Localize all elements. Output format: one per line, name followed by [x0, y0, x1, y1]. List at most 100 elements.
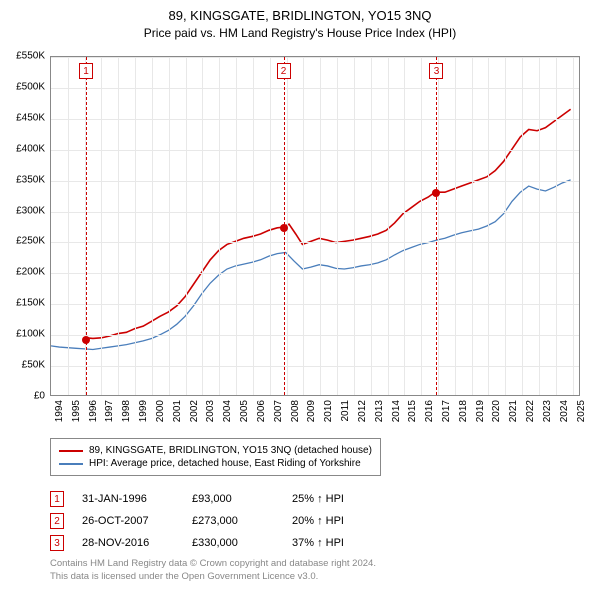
chart-plot-area: 1 2 3 — [50, 56, 580, 396]
y-axis-label: £350K — [16, 174, 45, 185]
sale-diff-3: 37% ↑ HPI — [292, 537, 412, 549]
legend-label-subject: 89, KINGSGATE, BRIDLINGTON, YO15 3NQ (de… — [89, 445, 372, 456]
x-axis-label: 2019 — [475, 400, 486, 422]
gridline-h — [51, 273, 579, 274]
legend-item-hpi: HPI: Average price, detached house, East… — [59, 458, 372, 469]
y-axis-label: £550K — [16, 51, 45, 62]
x-axis-label: 2012 — [357, 400, 368, 422]
gridline-v — [573, 57, 574, 395]
gridline-v — [472, 57, 473, 395]
x-axis-label: 2006 — [256, 400, 267, 422]
x-axis-label: 1998 — [121, 400, 132, 422]
y-axis-label: £200K — [16, 267, 45, 278]
x-axis-label: 2013 — [374, 400, 385, 422]
gridline-v — [68, 57, 69, 395]
x-axis-label: 1997 — [104, 400, 115, 422]
sale-price-2: £273,000 — [192, 515, 292, 527]
gridline-h — [51, 181, 579, 182]
sales-table: 1 31-JAN-1996 £93,000 25% ↑ HPI 2 26-OCT… — [50, 488, 412, 554]
sale-dot-icon — [432, 189, 440, 197]
x-axis-label: 2018 — [458, 400, 469, 422]
sale-row-3: 3 28-NOV-2016 £330,000 37% ↑ HPI — [50, 532, 412, 554]
x-axis-label: 2010 — [323, 400, 334, 422]
sale-price-1: £93,000 — [192, 493, 292, 505]
gridline-h — [51, 88, 579, 89]
legend-item-subject: 89, KINGSGATE, BRIDLINGTON, YO15 3NQ (de… — [59, 445, 372, 456]
gridline-v — [101, 57, 102, 395]
x-axis-label: 2021 — [508, 400, 519, 422]
gridline-v — [421, 57, 422, 395]
gridline-v — [388, 57, 389, 395]
gridline-v — [236, 57, 237, 395]
sale-row-2: 2 26-OCT-2007 £273,000 20% ↑ HPI — [50, 510, 412, 532]
attribution-line2: This data is licensed under the Open Gov… — [50, 571, 376, 584]
sale-num-2: 2 — [50, 513, 64, 529]
y-axis-label: £500K — [16, 81, 45, 92]
gridline-h — [51, 57, 579, 58]
sale-dot-icon — [280, 224, 288, 232]
sale-date-1: 31-JAN-1996 — [82, 493, 192, 505]
x-axis-label: 2024 — [559, 400, 570, 422]
x-axis-label: 1996 — [88, 400, 99, 422]
x-axis-label: 2017 — [441, 400, 452, 422]
y-axis-label: £100K — [16, 329, 45, 340]
attribution-line1: Contains HM Land Registry data © Crown c… — [50, 558, 376, 571]
legend-swatch-subject — [59, 450, 83, 452]
sale-diff-2: 20% ↑ HPI — [292, 515, 412, 527]
chart-subtitle: Price paid vs. HM Land Registry's House … — [0, 26, 600, 40]
sale-date-3: 28-NOV-2016 — [82, 537, 192, 549]
attribution-text: Contains HM Land Registry data © Crown c… — [50, 558, 376, 584]
sale-num-1: 1 — [50, 491, 64, 507]
gridline-v — [303, 57, 304, 395]
y-axis-label: £0 — [34, 391, 45, 402]
chart-legend: 89, KINGSGATE, BRIDLINGTON, YO15 3NQ (de… — [50, 438, 381, 476]
gridline-v — [438, 57, 439, 395]
sale-marker-num: 1 — [79, 63, 93, 79]
x-axis-label: 2016 — [424, 400, 435, 422]
gridline-v — [320, 57, 321, 395]
y-axis-label: £150K — [16, 298, 45, 309]
gridline-v — [135, 57, 136, 395]
gridline-v — [186, 57, 187, 395]
x-axis-label: 2008 — [290, 400, 301, 422]
x-axis-label: 2007 — [273, 400, 284, 422]
gridline-h — [51, 150, 579, 151]
x-axis-label: 2000 — [155, 400, 166, 422]
x-axis-label: 2015 — [407, 400, 418, 422]
chart-container: 89, KINGSGATE, BRIDLINGTON, YO15 3NQ Pri… — [0, 8, 600, 598]
gridline-v — [354, 57, 355, 395]
legend-label-hpi: HPI: Average price, detached house, East… — [89, 458, 361, 469]
sale-dot-icon — [82, 336, 90, 344]
gridline-h — [51, 242, 579, 243]
sale-marker-num: 3 — [429, 63, 443, 79]
gridline-h — [51, 335, 579, 336]
x-axis-label: 1994 — [54, 400, 65, 422]
x-axis-label: 2009 — [306, 400, 317, 422]
x-axis-label: 2011 — [340, 400, 351, 422]
gridline-v — [488, 57, 489, 395]
sale-row-1: 1 31-JAN-1996 £93,000 25% ↑ HPI — [50, 488, 412, 510]
y-axis-label: £450K — [16, 112, 45, 123]
gridline-v — [337, 57, 338, 395]
x-axis-label: 1995 — [71, 400, 82, 422]
sale-marker-line — [436, 57, 437, 395]
y-axis-label: £400K — [16, 143, 45, 154]
gridline-v — [169, 57, 170, 395]
x-axis-label: 2014 — [391, 400, 402, 422]
x-axis-label: 2002 — [189, 400, 200, 422]
sale-date-2: 26-OCT-2007 — [82, 515, 192, 527]
x-axis-label: 2004 — [222, 400, 233, 422]
gridline-h — [51, 366, 579, 367]
sale-diff-1: 25% ↑ HPI — [292, 493, 412, 505]
gridline-h — [51, 212, 579, 213]
gridline-v — [404, 57, 405, 395]
chart-title: 89, KINGSGATE, BRIDLINGTON, YO15 3NQ — [0, 8, 600, 23]
gridline-v — [556, 57, 557, 395]
gridline-v — [505, 57, 506, 395]
sale-marker-num: 2 — [277, 63, 291, 79]
gridline-v — [219, 57, 220, 395]
y-axis-label: £300K — [16, 205, 45, 216]
gridline-v — [118, 57, 119, 395]
gridline-v — [539, 57, 540, 395]
line-series-svg — [51, 57, 579, 395]
